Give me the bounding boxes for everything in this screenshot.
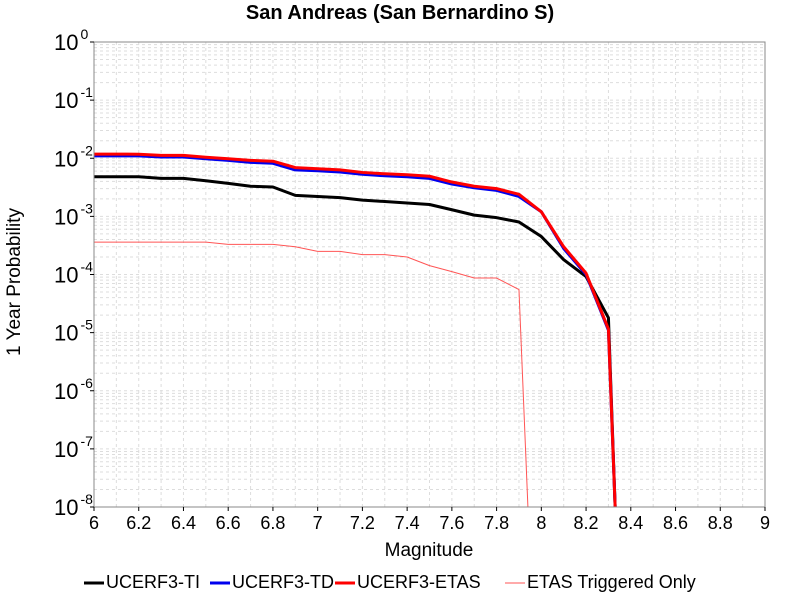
x-tick-label: 6.8: [260, 513, 285, 533]
y-tick-label: 10 -6: [54, 375, 93, 404]
x-tick-label: 7.6: [439, 513, 464, 533]
x-tick-label: 6: [89, 513, 99, 533]
y-tick-label: 10 -3: [54, 200, 93, 229]
x-tick-label: 7: [313, 513, 323, 533]
x-tick-label: 8.2: [574, 513, 599, 533]
legend-label: UCERF3-TD: [232, 572, 334, 592]
x-tick-label: 6.4: [171, 513, 196, 533]
y-tick-label: 10 -8: [54, 491, 93, 520]
x-tick-label: 8: [536, 513, 546, 533]
x-tick-label: 8.8: [708, 513, 733, 533]
series-line-1: [94, 175, 617, 507]
legend-label: UCERF3-ETAS: [357, 572, 481, 592]
y-tick-label: 10 0: [54, 26, 88, 55]
x-tick-label: 7.2: [350, 513, 375, 533]
series-lines: [94, 152, 617, 507]
x-tick-label: 7.4: [395, 513, 420, 533]
y-tick-label: 10 -1: [54, 84, 93, 113]
series-line-3: [94, 152, 617, 507]
y-tick-label: 10 -2: [54, 142, 93, 171]
legend: UCERF3-TI UCERF3-TD UCERF3-ETAS ETAS Trigge…: [84, 572, 696, 592]
y-axis-label: 1 Year Probability: [4, 208, 25, 356]
x-tick-label: 9: [760, 513, 770, 533]
chart-title: San Andreas (San Bernardino S): [246, 2, 554, 24]
series-line-4: [94, 241, 529, 507]
y-tick-label: 10 -5: [54, 317, 93, 346]
legend-label: UCERF3-TI: [106, 572, 200, 592]
x-axis-ticks: 6 6.2 6.4 6.6 6.8 7 7.2 7.4 7.6 7.8 8 8.2 8.4 8.6 8.8 9: [89, 507, 770, 533]
y-tick-label: 10 -4: [54, 259, 93, 288]
x-tick-label: 7.8: [484, 513, 509, 533]
legend-label: ETAS Triggered Only: [527, 572, 696, 592]
x-tick-label: 8.4: [618, 513, 643, 533]
x-tick-label: 6.2: [126, 513, 151, 533]
y-tick-label: 10 -7: [54, 433, 93, 462]
grid: [93, 42, 766, 508]
x-tick-label: 6.6: [216, 513, 241, 533]
x-axis-label: Magnitude: [385, 540, 474, 561]
x-tick-label: 8.6: [663, 513, 688, 533]
